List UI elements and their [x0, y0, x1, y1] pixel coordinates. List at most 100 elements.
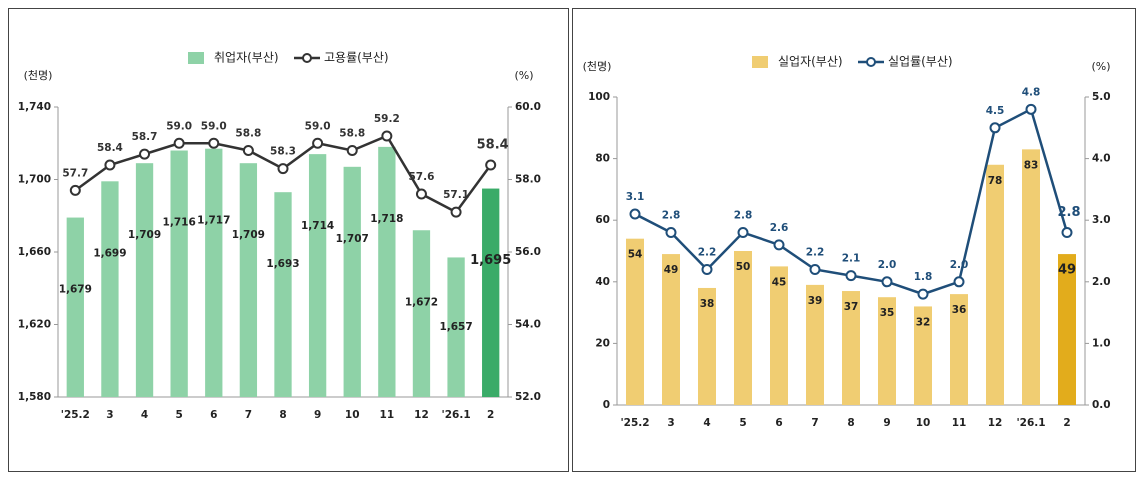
bar-value-label: 1,714 — [301, 220, 334, 232]
bar-value-label: 1,657 — [439, 321, 472, 333]
line-value-label: 3.1 — [626, 191, 645, 203]
x-tick-label: 2 — [487, 409, 494, 421]
x-tick-label: 5 — [739, 417, 746, 429]
x-tick-label: 11 — [380, 409, 395, 421]
bar-value-label: 45 — [772, 276, 787, 288]
line-value-label: 58.4 — [477, 138, 509, 153]
panel-frame — [8, 8, 569, 472]
line-marker — [173, 137, 185, 149]
line-value-label: 2.0 — [950, 259, 969, 271]
line-marker — [139, 148, 151, 160]
line-value-label: 1.8 — [914, 271, 933, 283]
line-marker — [629, 208, 641, 220]
legend-swatch — [188, 52, 204, 64]
x-tick-label: 6 — [775, 417, 782, 429]
line-value-label: 2.8 — [1057, 205, 1080, 220]
line-marker — [69, 184, 81, 196]
bar — [101, 181, 119, 397]
bar — [170, 150, 188, 397]
x-tick-label: '26.1 — [442, 409, 471, 421]
bar-value-label: 1,707 — [336, 233, 369, 245]
x-tick-label: 9 — [314, 409, 321, 421]
x-tick-label: 10 — [345, 409, 360, 421]
bar — [378, 146, 396, 397]
y2-tick-label: 60.0 — [515, 101, 541, 113]
x-tick-label: 3 — [106, 409, 113, 421]
x-tick-label: 12 — [414, 409, 429, 421]
line-marker — [845, 270, 857, 282]
line-marker — [737, 227, 749, 239]
bar — [950, 294, 968, 405]
line-value-label: 2.6 — [770, 222, 789, 234]
x-tick-label: 7 — [245, 409, 252, 421]
line-value-label: 2.2 — [698, 246, 717, 258]
line-value-label: 58.8 — [339, 128, 365, 140]
y2-tick-label: 4.0 — [1092, 153, 1111, 165]
line-value-label: 57.6 — [409, 171, 435, 183]
line-value-label: 2.0 — [878, 259, 897, 271]
bar-value-label: 1,699 — [93, 247, 126, 259]
bar-value-label: 49 — [664, 264, 679, 276]
line-marker — [312, 137, 324, 149]
line-value-label: 57.1 — [443, 189, 469, 201]
line-marker — [701, 263, 713, 275]
y-tick-label: 1,660 — [18, 246, 51, 258]
legend-swatch — [866, 57, 876, 67]
x-tick-label: 4 — [141, 409, 148, 421]
x-tick-label: '25.2 — [620, 417, 649, 429]
bar-value-label: 39 — [808, 295, 823, 307]
bar — [412, 230, 431, 397]
line-marker — [1061, 227, 1073, 239]
line-marker — [208, 137, 220, 149]
line-value-label: 2.8 — [734, 210, 753, 222]
bar — [205, 148, 223, 397]
legend-label: 취업자(부산) — [214, 51, 279, 65]
line-value-label: 2.1 — [842, 253, 861, 265]
y2-axis-unit: (%) — [514, 69, 533, 82]
bar — [343, 166, 361, 397]
y-tick-label: 1,740 — [18, 101, 51, 113]
line-marker — [989, 122, 1001, 134]
bar — [447, 257, 465, 397]
legend-swatch — [302, 53, 312, 63]
x-tick-label: 9 — [883, 417, 890, 429]
x-tick-label: 2 — [1063, 417, 1070, 429]
bar — [1058, 254, 1076, 405]
y-tick-label: 60 — [595, 214, 610, 226]
x-tick-label: 6 — [210, 409, 217, 421]
y2-tick-label: 52.0 — [515, 391, 541, 403]
line-marker — [485, 159, 497, 171]
line-value-label: 59.2 — [374, 113, 400, 125]
y-tick-label: 0 — [603, 399, 610, 411]
line-value-label: 58.7 — [132, 131, 158, 143]
line-marker — [277, 163, 289, 175]
legend-label: 실업률(부산) — [888, 55, 953, 69]
y2-tick-label: 2.0 — [1092, 276, 1111, 288]
bar-value-label: 1,709 — [232, 229, 265, 241]
bar — [698, 287, 716, 405]
bar — [878, 297, 896, 405]
bar-value-label: 78 — [988, 175, 1003, 187]
x-tick-label: 10 — [916, 417, 931, 429]
x-tick-label: 11 — [952, 417, 967, 429]
line-value-label: 58.3 — [270, 146, 296, 158]
bar — [734, 251, 752, 405]
y2-tick-label: 3.0 — [1092, 214, 1111, 226]
x-tick-label: 5 — [175, 409, 182, 421]
x-tick-label: 3 — [667, 417, 674, 429]
x-tick-label: 8 — [847, 417, 854, 429]
bar-value-label: 1,716 — [163, 217, 196, 229]
legend-swatch — [752, 56, 768, 68]
line-value-label: 59.0 — [201, 120, 227, 132]
y2-axis-unit: (%) — [1091, 60, 1110, 73]
y-tick-label: 1,580 — [18, 391, 51, 403]
y-tick-label: 1,620 — [18, 319, 51, 331]
bar-value-label: 54 — [628, 249, 643, 261]
bar-value-label: 1,693 — [266, 258, 299, 270]
bar — [482, 188, 500, 397]
y2-tick-label: 56.0 — [515, 246, 541, 258]
bar-value-label: 1,709 — [128, 229, 161, 241]
bar — [770, 266, 788, 405]
x-tick-label: 7 — [811, 417, 818, 429]
